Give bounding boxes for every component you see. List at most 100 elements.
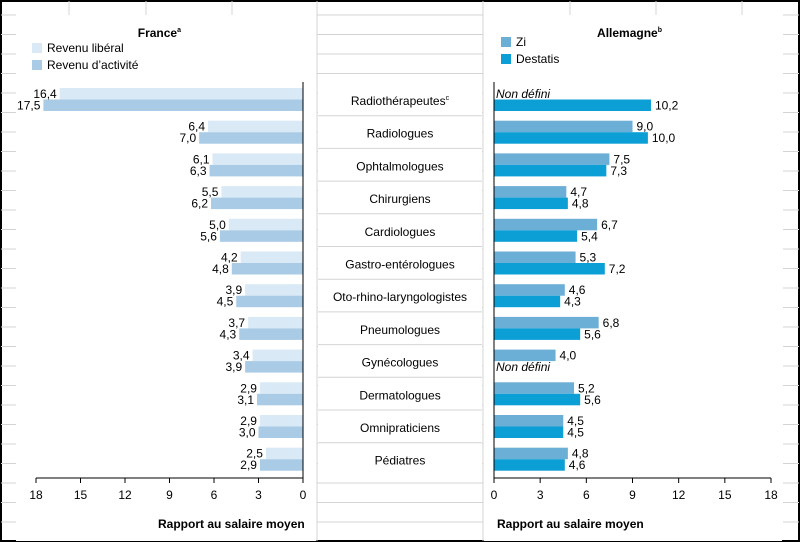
right-bar-1-3 <box>494 197 568 210</box>
right-bar-1-4 <box>494 230 578 242</box>
right-legend-label-0: Zi <box>516 35 526 49</box>
right-undefined-label-1-8: Non défini <box>496 360 550 374</box>
left-x-tick-label-3: 9 <box>166 488 173 502</box>
right-value-label-0-11: 4,8 <box>572 447 589 461</box>
right-value-label-0-4: 6,7 <box>601 218 618 232</box>
left-value-label-1-8: 3,9 <box>225 360 242 374</box>
category-label-11: Pédiatres <box>375 454 426 468</box>
right-value-label-1-6: 4,3 <box>564 295 581 309</box>
left-bar-0-4 <box>228 218 303 231</box>
right-value-label-0-8: 4,0 <box>560 349 577 363</box>
left-value-label-1-4: 5,6 <box>200 229 217 243</box>
right-bar-1-6 <box>494 295 561 308</box>
left-value-label-0-6: 3,9 <box>225 283 242 297</box>
right-x-tick-label-2: 6 <box>583 488 590 502</box>
left-bar-0-3 <box>221 186 303 198</box>
right-x-tick-label-0: 0 <box>491 488 498 502</box>
category-label-9: Dermatologues <box>359 388 440 402</box>
right-bar-0-10 <box>494 415 564 427</box>
right-value-label-0-9: 5,2 <box>578 381 595 395</box>
left-x-axis-label: Rapport au salaire moyen <box>158 517 305 531</box>
left-bar-0-8 <box>252 349 303 362</box>
left-bar-0-9 <box>259 382 303 394</box>
right-bar-0-11 <box>494 447 568 460</box>
left-bar-1-3 <box>211 197 303 210</box>
right-value-label-1-1: 10,0 <box>652 131 676 145</box>
category-label-1: Radiologues <box>367 127 434 141</box>
right-bar-1-11 <box>494 459 565 471</box>
right-value-label-0-7: 6,8 <box>603 316 620 330</box>
left-bar-0-5 <box>240 251 303 263</box>
right-value-label-1-9: 5,6 <box>584 393 601 407</box>
right-legend-label-1: Destatis <box>516 52 559 66</box>
right-legend-swatch-0 <box>501 37 511 47</box>
left-bar-1-7 <box>239 328 303 340</box>
right-value-label-1-3: 4,8 <box>572 197 589 211</box>
right-value-label-1-5: 7,2 <box>609 262 626 276</box>
left-bar-1-6 <box>236 295 303 308</box>
right-bar-0-2 <box>494 153 610 165</box>
left-x-tick-label-4: 6 <box>211 488 218 502</box>
left-value-label-1-2: 6,3 <box>190 164 207 178</box>
right-value-label-1-7: 5,6 <box>584 327 601 341</box>
left-legend-label-0: Revenu libéral <box>47 41 124 55</box>
left-bar-0-11 <box>265 447 303 460</box>
left-x-tick-label-2: 12 <box>118 488 132 502</box>
right-undefined-label-0-0: Non défini <box>496 87 550 101</box>
category-label-8: Gynécologues <box>362 356 439 370</box>
left-value-label-0-1: 6,4 <box>188 120 205 134</box>
right-bar-0-1 <box>494 120 633 133</box>
left-value-label-0-0: 16,4 <box>33 87 57 101</box>
left-bar-1-4 <box>219 230 303 242</box>
left-bar-0-6 <box>245 284 303 296</box>
left-bar-1-10 <box>258 426 303 438</box>
right-legend-swatch-1 <box>501 54 511 64</box>
right-x-tick-label-6: 18 <box>764 488 778 502</box>
right-x-tick-label-5: 15 <box>718 488 732 502</box>
category-label-4: Cardiologues <box>365 225 436 239</box>
left-value-label-1-5: 4,8 <box>212 262 229 276</box>
left-value-label-1-10: 3,0 <box>239 426 256 440</box>
right-bar-0-8 <box>494 349 556 362</box>
right-value-label-1-2: 7,3 <box>610 164 627 178</box>
right-bar-1-9 <box>494 393 581 406</box>
left-x-tick-label-5: 3 <box>255 488 262 502</box>
left-bar-1-9 <box>257 393 303 406</box>
right-bar-0-7 <box>494 316 599 329</box>
left-bar-1-1 <box>199 132 303 144</box>
left-x-tick-label-0: 18 <box>29 488 43 502</box>
category-label-0: Radiothérapeutesc <box>351 94 450 108</box>
right-value-label-0-2: 7,5 <box>613 152 630 166</box>
category-label-6: Oto-rhino-laryngologistes <box>333 290 467 304</box>
left-bar-1-8 <box>245 361 303 373</box>
right-value-label-0-10: 4,5 <box>567 414 584 428</box>
left-value-label-0-11: 2,5 <box>246 447 263 461</box>
left-bar-0-2 <box>212 153 303 165</box>
left-value-label-0-5: 4,2 <box>221 251 238 265</box>
right-bar-0-4 <box>494 218 598 231</box>
left-value-label-1-9: 3,1 <box>237 393 254 407</box>
left-value-label-0-3: 5,5 <box>202 185 219 199</box>
left-value-label-0-8: 3,4 <box>233 349 250 363</box>
category-superscript-0: c <box>446 95 450 102</box>
left-bar-0-0 <box>59 88 303 100</box>
left-value-label-0-2: 6,1 <box>193 152 210 166</box>
right-value-label-0-6: 4,6 <box>569 283 586 297</box>
right-x-tick-label-4: 12 <box>672 488 686 502</box>
left-bar-1-2 <box>209 164 303 177</box>
category-label-2: Ophtalmologues <box>356 159 443 173</box>
right-x-axis-label: Rapport au salaire moyen <box>497 517 644 531</box>
left-bar-0-1 <box>208 120 303 133</box>
left-value-label-1-6: 4,5 <box>217 295 234 309</box>
right-bar-1-10 <box>494 426 564 438</box>
right-value-label-0-3: 4,7 <box>570 185 587 199</box>
category-label-7: Pneumologues <box>360 323 440 337</box>
category-label-5: Gastro-entérologues <box>345 258 454 272</box>
left-value-label-1-3: 6,2 <box>191 197 208 211</box>
right-bar-0-5 <box>494 251 576 263</box>
right-panel-title: Allemagneb <box>597 26 662 40</box>
right-bar-1-0 <box>494 99 651 111</box>
left-value-label-0-4: 5,0 <box>209 218 226 232</box>
left-legend-label-1: Revenu d’activité <box>47 58 139 72</box>
